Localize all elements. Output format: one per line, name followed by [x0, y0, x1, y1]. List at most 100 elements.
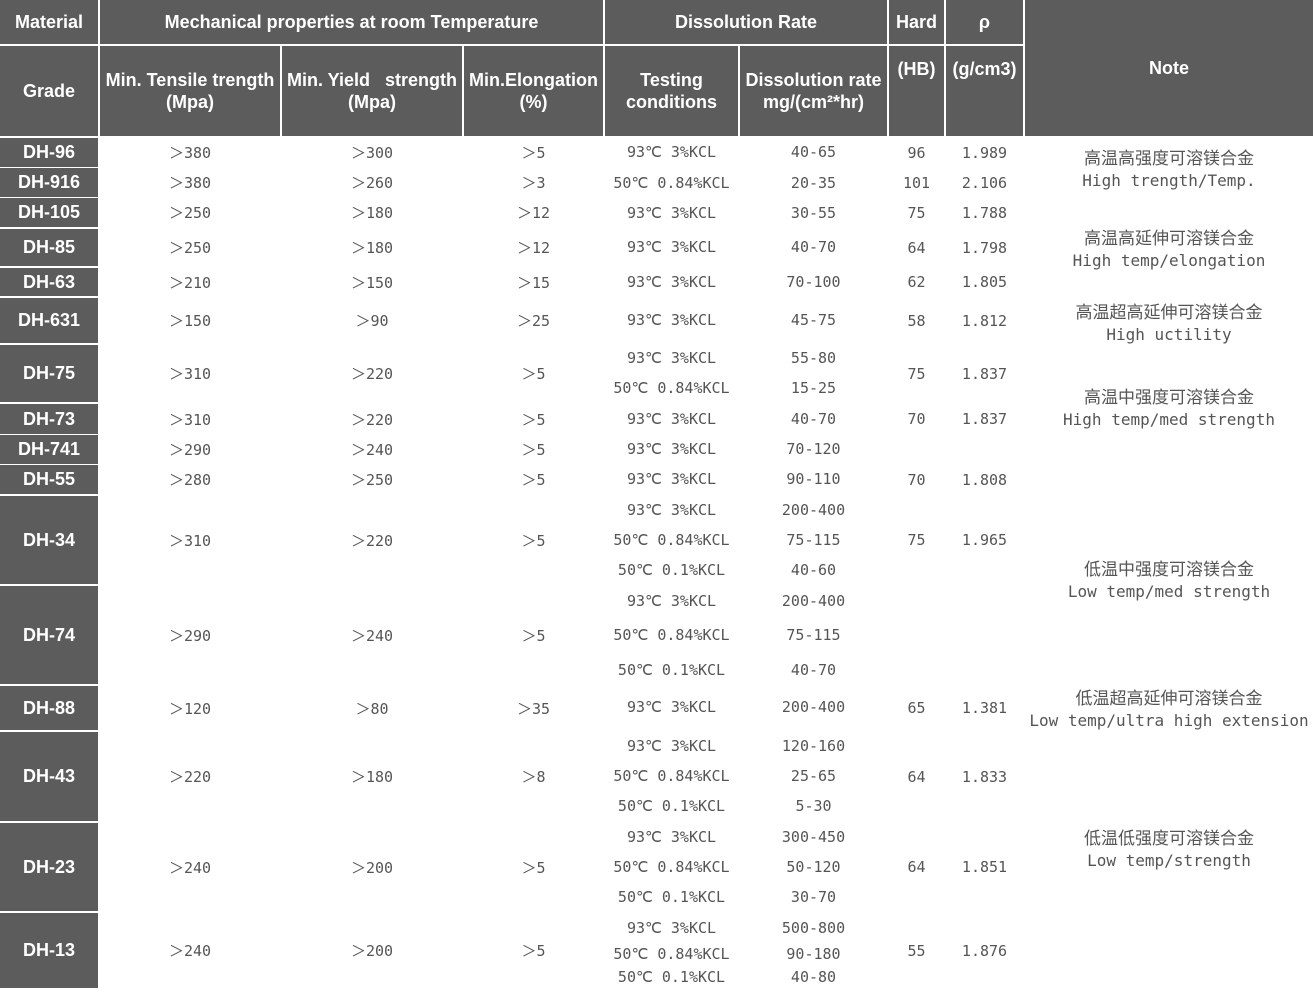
tensile-cell: ＞250 — [168, 239, 212, 257]
hardness-cell: 75 — [907, 203, 926, 222]
tensile-cell: ＞380 — [168, 174, 212, 192]
elongation-cell: ＞5 — [521, 441, 546, 459]
dissolution-rate-cell: 30-70 — [790, 888, 837, 906]
tensile-cell: ＞240 — [168, 858, 212, 877]
hardness-cell: 58 — [907, 311, 926, 330]
header-min-yield: Min. Yield strength (Mpa) — [282, 46, 462, 136]
dissolution-rate-cell: 20-35 — [790, 174, 837, 192]
testing-condition-cell: 93℃ 3%KCL — [626, 410, 717, 428]
hardness-cell: 55 — [907, 941, 926, 960]
yield-cell: ＞200 — [350, 858, 394, 877]
tensile-cell: ＞310 — [168, 410, 212, 429]
testing-condition-cell: 93℃ 3%KCL — [626, 238, 717, 256]
header-dissolution-rate-line2: mg/(cm²*hr) — [762, 92, 864, 112]
density-cell: 1.833 — [961, 767, 1008, 786]
elongation-cell: ＞3 — [521, 174, 546, 192]
note-english: Low temp/strength — [1087, 850, 1251, 870]
hardness-cell — [889, 586, 944, 684]
header-mechanical-properties: Mechanical properties at room Temperatur… — [100, 0, 603, 44]
header-hard: Hard — [889, 0, 944, 44]
grade-cell: DH-63 — [0, 268, 98, 296]
testing-condition-cell: 93℃ 3%KCL — [626, 440, 717, 458]
tensile-cell: ＞120 — [168, 699, 212, 718]
note-chinese: 低温低强度可溶镁合金 — [1084, 828, 1254, 849]
header-min-yield-line2: (Mpa) — [348, 92, 396, 112]
header-grade: Grade — [0, 46, 98, 136]
dissolution-rate-cell: 90-110 — [786, 470, 841, 488]
header-density-unit: (g/cm3) — [946, 46, 1023, 136]
header-note: Note — [1025, 0, 1313, 136]
note-english: High temp/elongation — [1072, 250, 1266, 270]
dissolution-rate-cell: 500-800 — [781, 919, 846, 937]
density-cell: 2.106 — [961, 173, 1008, 192]
density-cell: 1.989 — [961, 143, 1008, 162]
note-chinese: 低温中强度可溶镁合金 — [1084, 559, 1254, 580]
header-min-elongation-line1: Min.Elongation — [469, 70, 598, 90]
hardness-cell: 70 — [907, 410, 926, 428]
testing-condition-cell: 93℃ 3%KCL — [626, 501, 717, 519]
header-rho: ρ — [946, 0, 1023, 44]
testing-condition-cell: 50℃ 0.1%KCL — [617, 561, 726, 579]
yield-cell: ＞80 — [355, 699, 389, 718]
yield-cell: ＞250 — [350, 471, 394, 489]
elongation-cell: ＞5 — [521, 365, 546, 383]
header-min-tensile-line1: Min. Tensile trength — [105, 70, 275, 90]
tensile-cell: ＞310 — [168, 365, 212, 383]
header-min-elongation-line2: (%) — [519, 92, 548, 112]
dissolution-rate-cell: 15-25 — [790, 379, 837, 397]
dissolution-rate-cell: 70-100 — [786, 273, 841, 291]
testing-condition-cell: 93℃ 3%KCL — [626, 470, 717, 488]
density-cell — [946, 435, 1023, 464]
density-cell: 1.851 — [961, 858, 1008, 876]
density-cell: 1.876 — [961, 941, 1008, 960]
density-cell: 1.812 — [961, 311, 1008, 330]
note-cell: 高温中强度可溶镁合金 High temp/med strength — [1025, 381, 1313, 436]
hardness-cell: 64 — [907, 238, 926, 257]
grade-cell: DH-631 — [0, 298, 98, 343]
note-cell: 高温超高延伸可溶镁合金 High uctility — [1025, 296, 1313, 351]
testing-condition-cell: 93℃ 3%KCL — [626, 828, 717, 846]
grade-cell: DH-741 — [0, 435, 98, 464]
header-dissolution-rate-line1: Dissolution rate — [745, 70, 882, 90]
elongation-cell: ＞12 — [516, 204, 551, 222]
note-english: Low temp/med strength — [1067, 581, 1271, 601]
yield-cell: ＞180 — [350, 204, 394, 222]
tensile-cell: ＞250 — [168, 204, 212, 222]
testing-condition-cell: 50℃ 0.84%KCL — [613, 174, 730, 192]
note-cell: 低温中强度可溶镁合金 Low temp/med strength — [1025, 553, 1313, 608]
density-cell: 1.381 — [961, 699, 1008, 717]
grade-cell: DH-105 — [0, 198, 98, 227]
tensile-cell: ＞290 — [168, 626, 212, 645]
elongation-cell: ＞25 — [516, 312, 551, 330]
elongation-cell: ＞12 — [516, 239, 551, 257]
dissolution-rate-cell: 30-55 — [790, 204, 837, 222]
header-min-elongation: Min.Elongation (%) — [464, 46, 603, 136]
tensile-cell: ＞240 — [168, 942, 212, 960]
note-chinese: 高温中强度可溶镁合金 — [1084, 387, 1254, 408]
testing-condition-cell: 93℃ 3%KCL — [626, 204, 717, 222]
elongation-cell: ＞5 — [521, 626, 546, 645]
hardness-cell: 62 — [907, 273, 926, 291]
note-chinese: 高温超高延伸可溶镁合金 — [1075, 302, 1263, 323]
tensile-cell: ＞210 — [168, 273, 212, 292]
dissolution-rate-cell: 40-60 — [790, 561, 837, 579]
elongation-cell: ＞5 — [521, 858, 546, 877]
yield-cell: ＞150 — [350, 273, 394, 292]
grade-cell: DH-34 — [0, 496, 98, 584]
yield-cell: ＞260 — [350, 174, 394, 192]
note-cell: 高温高延伸可溶镁合金 High temp/elongation — [1025, 222, 1313, 277]
dissolution-rate-cell: 40-70 — [790, 410, 837, 428]
hardness-cell: 96 — [907, 143, 926, 162]
header-min-yield-line1: Min. Yield strength — [286, 70, 457, 90]
dissolution-rate-cell: 200-400 — [781, 592, 846, 610]
yield-cell: ＞240 — [350, 441, 394, 459]
note-english: High temp/med strength — [1063, 409, 1275, 429]
testing-condition-cell: 50℃ 0.84%KCL — [613, 626, 730, 644]
grade-cell: DH-88 — [0, 686, 98, 730]
elongation-cell: ＞5 — [521, 531, 546, 550]
density-cell: 1.965 — [961, 531, 1008, 549]
testing-condition-cell: 50℃ 0.84%KCL — [613, 531, 730, 549]
note-cell: 低温低强度可溶镁合金 Low temp/strength — [1025, 822, 1313, 877]
elongation-cell: ＞5 — [521, 410, 546, 429]
tensile-cell: ＞310 — [168, 531, 212, 550]
